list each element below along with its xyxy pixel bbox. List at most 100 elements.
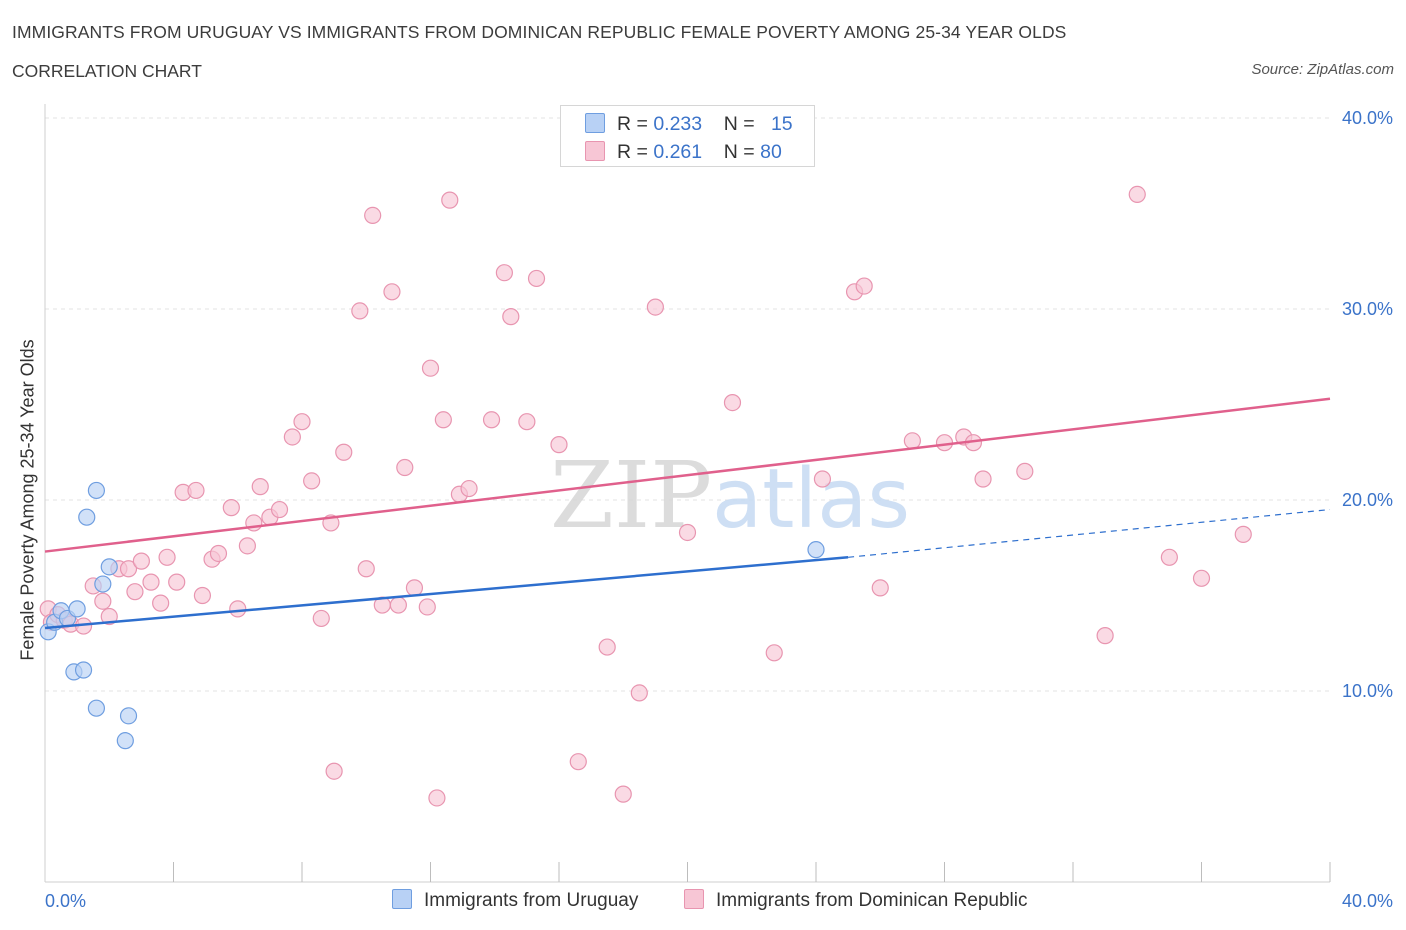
data-point-dominican-republic <box>209 544 228 563</box>
data-point-dominican-republic <box>723 393 742 412</box>
data-point-dominican-republic <box>1192 569 1211 587</box>
data-point-dominican-republic <box>460 479 478 498</box>
y-tick-label: 30.0% <box>1342 299 1393 319</box>
stats-legend: R = 0.233 N = 15 R = 0.261 N = 80 <box>560 105 815 167</box>
data-point-dominican-republic <box>871 579 889 597</box>
x-axis-max-label: 40.0% <box>1341 891 1393 911</box>
legend-swatch-dominican-republic <box>585 141 605 161</box>
data-point-dominican-republic <box>1016 462 1034 480</box>
data-point-dominican-republic <box>142 573 160 591</box>
data-point-dominican-republic <box>1234 525 1252 543</box>
data-point-dominican-republic <box>126 583 144 601</box>
data-point-dominican-republic <box>187 481 205 500</box>
data-point-dominican-republic <box>132 552 150 570</box>
data-point-dominican-republic <box>1128 185 1146 203</box>
data-point-dominican-republic <box>383 283 401 301</box>
data-point-dominican-republic <box>312 609 330 628</box>
data-point-dominican-republic <box>293 413 311 431</box>
data-point-dominican-republic <box>441 191 459 209</box>
data-point-uruguay <box>87 699 106 717</box>
legend-n-value: 15 <box>770 113 793 135</box>
data-point-dominican-republic <box>1096 627 1114 645</box>
data-point-dominican-republic <box>765 644 783 662</box>
data-point-dominican-republic <box>251 478 269 496</box>
data-point-dominican-republic <box>434 411 452 429</box>
data-point-dominican-republic <box>482 411 501 429</box>
legend-swatch-uruguay <box>392 889 412 909</box>
legend-row-uruguay: R = 0.233 N = 15 <box>585 113 793 136</box>
data-point-dominican-republic <box>405 579 424 597</box>
y-tick-label: 20.0% <box>1342 490 1393 510</box>
legend-swatch-dominican-republic <box>684 889 704 909</box>
data-point-dominican-republic <box>325 762 343 780</box>
data-point-dominican-republic <box>364 206 382 225</box>
legend-r-value: 0.261 <box>653 141 703 163</box>
data-point-uruguay <box>100 558 118 576</box>
legend-item-dominican-republic: Immigrants from Dominican Republic <box>684 889 1028 912</box>
trend-line-uruguay-extension <box>848 508 1331 558</box>
watermark-atlas: atlas <box>712 452 910 547</box>
data-point-dominican-republic <box>158 548 176 566</box>
legend-r-value: 0.233 <box>653 113 703 135</box>
legend-swatch-uruguay <box>585 113 605 133</box>
data-point-dominican-republic <box>495 264 513 282</box>
data-point-uruguay <box>68 600 86 618</box>
y-tick-labels: 10.0% 20.0% 30.0% 40.0% <box>1342 108 1393 701</box>
legend-item-uruguay: Immigrants from Uruguay <box>392 889 638 912</box>
data-point-uruguay <box>87 481 106 500</box>
data-point-dominican-republic <box>614 785 632 803</box>
data-point-dominican-republic <box>396 458 414 477</box>
trend-line-uruguay <box>44 556 849 630</box>
data-point-uruguay <box>94 575 112 593</box>
data-point-dominican-republic <box>855 277 873 295</box>
data-point-dominican-republic <box>270 500 289 519</box>
legend-n-value: 80 <box>760 141 782 163</box>
data-point-dominican-republic <box>678 523 697 542</box>
data-point-dominican-republic <box>527 269 546 288</box>
data-point-dominican-republic <box>903 432 921 450</box>
data-point-dominican-republic <box>168 573 186 591</box>
data-point-uruguay <box>116 732 134 750</box>
data-point-dominican-republic <box>518 413 536 431</box>
chart-title: IMMIGRANTS FROM URUGUAY VS IMMIGRANTS FR… <box>12 22 1067 42</box>
data-point-uruguay <box>119 707 138 725</box>
watermark: ZIP atlas <box>550 442 910 549</box>
legend-r-label: R = <box>617 141 648 163</box>
data-point-dominican-republic <box>357 560 375 578</box>
data-point-dominican-republic <box>421 359 440 377</box>
x-axis-min-label: 0.0% <box>45 891 87 911</box>
data-point-dominican-republic <box>974 470 992 488</box>
y-tick-label: 10.0% <box>1342 681 1393 701</box>
data-point-dominican-republic <box>646 298 664 316</box>
data-point-dominican-republic <box>193 586 212 605</box>
data-point-dominican-republic <box>813 470 832 488</box>
data-point-dominican-republic <box>569 753 587 771</box>
data-point-dominican-republic <box>100 607 118 626</box>
legend-row-dominican-republic: R = 0.261 N = 80 <box>585 141 782 164</box>
trend-lines <box>44 397 1331 630</box>
data-point-dominican-republic <box>152 594 170 612</box>
data-point-dominican-republic <box>389 596 407 614</box>
data-point-dominican-republic <box>238 537 256 555</box>
y-tick-label: 40.0% <box>1342 108 1393 128</box>
data-point-dominican-republic <box>119 560 138 578</box>
data-point-dominican-republic <box>428 789 446 807</box>
legend-n-label: N = <box>723 113 755 135</box>
legend-n-label: N = <box>723 141 755 163</box>
data-point-dominican-republic <box>283 428 301 446</box>
data-point-dominican-republic <box>222 499 240 517</box>
data-point-dominican-republic <box>303 472 321 490</box>
data-point-dominican-republic <box>598 638 616 656</box>
data-point-dominican-republic <box>502 308 520 326</box>
data-point-dominican-republic <box>630 684 648 702</box>
legend-label-dominican-republic: Immigrants from Dominican Republic <box>716 890 1028 911</box>
data-point-uruguay <box>74 661 93 679</box>
trend-line-dominican-republic <box>44 397 1331 553</box>
chart-subtitle: CORRELATION CHART <box>12 61 202 81</box>
data-point-dominican-republic <box>351 302 369 320</box>
source-credit: Source: ZipAtlas.com <box>1251 61 1394 78</box>
data-point-uruguay <box>78 508 96 526</box>
y-axis-label: Female Poverty Among 25-34 Year Olds <box>17 339 38 661</box>
data-point-uruguay <box>807 541 825 559</box>
